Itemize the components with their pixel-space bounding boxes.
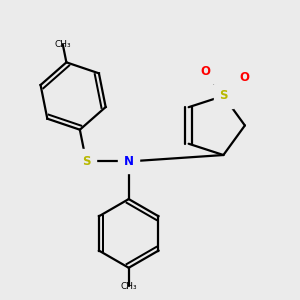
Text: N: N <box>124 155 134 168</box>
Text: O: O <box>200 65 210 78</box>
Text: O: O <box>240 71 250 84</box>
Text: CH₃: CH₃ <box>55 40 71 49</box>
Text: S: S <box>82 155 91 168</box>
Text: CH₃: CH₃ <box>120 282 137 291</box>
Text: S: S <box>219 89 228 102</box>
